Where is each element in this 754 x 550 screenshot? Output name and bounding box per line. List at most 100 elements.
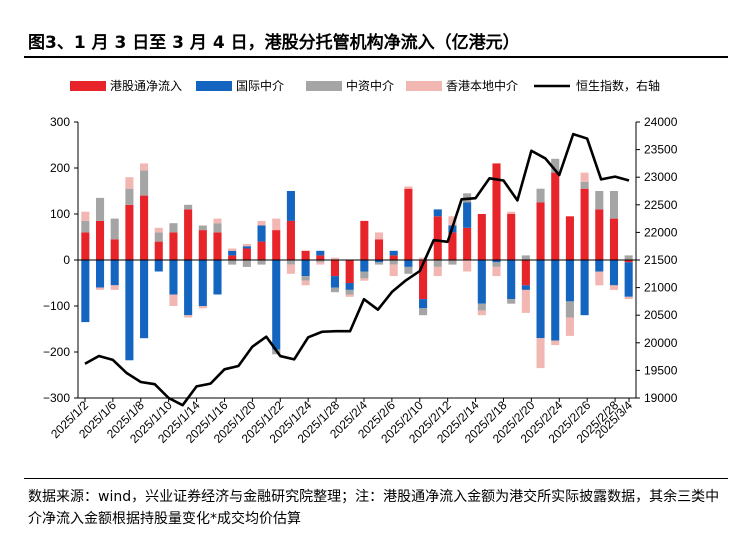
bar-international-24 (433, 209, 442, 217)
bar-international-10 (228, 250, 237, 256)
y2tick-label: 21500 (644, 253, 678, 267)
bar-local-11 (242, 243, 251, 247)
bar-local-9 (213, 218, 222, 224)
bar-international-30 (521, 285, 530, 290)
bar-international-13 (272, 260, 281, 350)
bar-international-20 (374, 260, 384, 263)
footnote-rule (24, 478, 728, 479)
bar-local-26 (463, 260, 472, 272)
bar-chinese-11 (242, 260, 251, 267)
bar-international-1 (95, 260, 105, 288)
bar-international-35 (595, 260, 604, 272)
bar-local-33 (565, 317, 574, 336)
bar-international-19 (360, 260, 369, 272)
legend-swatch-1 (196, 81, 232, 91)
bar-chinese-32 (551, 158, 560, 173)
ytick-label: −100 (43, 299, 70, 313)
bar-international-6 (169, 260, 178, 295)
bar-southbound-4 (140, 195, 149, 260)
bar-local-25 (448, 216, 457, 226)
bar-local-15 (301, 280, 310, 286)
bar-local-5 (154, 227, 163, 233)
bar-southbound-28 (492, 163, 501, 260)
bar-local-28 (492, 266, 501, 277)
bar-international-23 (419, 299, 428, 309)
bar-southbound-37 (624, 260, 633, 263)
bar-chinese-14 (286, 260, 295, 265)
bar-chinese-24 (433, 260, 442, 267)
bar-southbound-30 (521, 260, 530, 286)
bar-local-37 (624, 296, 633, 300)
bar-southbound-26 (463, 227, 472, 260)
bar-southbound-1 (95, 220, 105, 260)
bar-chinese-16 (316, 260, 325, 263)
bar-international-37 (624, 262, 633, 297)
bar-international-29 (507, 260, 516, 300)
bar-southbound-10 (228, 255, 237, 260)
bar-international-9 (213, 260, 222, 295)
legend-swatch-2 (306, 81, 342, 91)
bar-southbound-21 (389, 255, 398, 260)
bar-southbound-31 (536, 202, 545, 260)
bar-international-8 (198, 260, 207, 306)
y2tick-label: 23500 (644, 143, 678, 157)
bar-southbound-9 (213, 232, 222, 260)
bar-southbound-32 (551, 172, 560, 260)
bar-chinese-3 (125, 188, 134, 205)
bar-southbound-8 (198, 230, 207, 260)
plot-area (78, 132, 636, 407)
bar-local-3 (125, 177, 134, 189)
bar-international-27 (477, 260, 486, 304)
bar-chinese-0 (81, 220, 90, 233)
bar-international-18 (345, 283, 354, 290)
bar-international-4 (140, 260, 149, 339)
bar-local-7 (184, 315, 193, 318)
bar-southbound-3 (125, 204, 134, 260)
bar-local-14 (286, 264, 295, 274)
bar-local-4 (140, 163, 149, 171)
bar-local-23 (419, 257, 428, 260)
bar-southbound-6 (169, 232, 178, 260)
bar-international-5 (154, 260, 163, 272)
bar-international-2 (110, 260, 119, 286)
bar-local-29 (507, 211, 516, 214)
bar-southbound-13 (272, 230, 281, 260)
bar-southbound-25 (448, 232, 457, 260)
bar-southbound-15 (301, 250, 310, 260)
bar-international-28 (492, 260, 501, 263)
legend-label: 恒生指数，右轴 (576, 78, 660, 93)
y2tick-label: 19000 (644, 391, 678, 405)
bar-southbound-22 (404, 188, 413, 260)
bar-southbound-5 (154, 241, 163, 260)
footnote: 数据来源：wind，兴业证券经济与金融研究院整理；注：港股通净流入金额为港交所实… (28, 489, 720, 527)
legend: 港股通净流入 国际中介 中资中介 香港本地中介 恒生指数，右轴 (70, 78, 660, 93)
ytick-label: 200 (50, 161, 70, 175)
bar-local-32 (551, 340, 560, 346)
bar-chinese-19 (360, 271, 369, 279)
bar-chinese-28 (492, 262, 501, 267)
bar-southbound-27 (477, 214, 486, 260)
bar-international-12 (257, 225, 266, 242)
y2tick-label: 23000 (644, 170, 678, 184)
bar-chinese-31 (536, 188, 545, 203)
bar-chinese-17 (330, 287, 340, 293)
bar-international-17 (330, 276, 340, 288)
bar-international-36 (609, 260, 619, 286)
bar-chinese-21 (389, 260, 398, 265)
bar-southbound-34 (580, 188, 589, 260)
bar-local-10 (228, 248, 237, 251)
bar-chinese-22 (404, 266, 413, 274)
bar-chinese-2 (110, 218, 119, 240)
y2tick-label: 24000 (644, 115, 678, 129)
ytick-label: 0 (63, 253, 70, 267)
ytick-label: 300 (50, 115, 70, 129)
bar-international-21 (389, 250, 398, 256)
ytick-label: −300 (43, 391, 70, 405)
bar-local-18 (345, 294, 354, 297)
bar-chinese-35 (595, 191, 604, 210)
bar-international-15 (301, 260, 310, 277)
bar-local-2 (110, 285, 119, 290)
bar-international-33 (565, 260, 574, 302)
legend-swatch-0 (70, 81, 106, 91)
bar-international-3 (125, 260, 134, 361)
